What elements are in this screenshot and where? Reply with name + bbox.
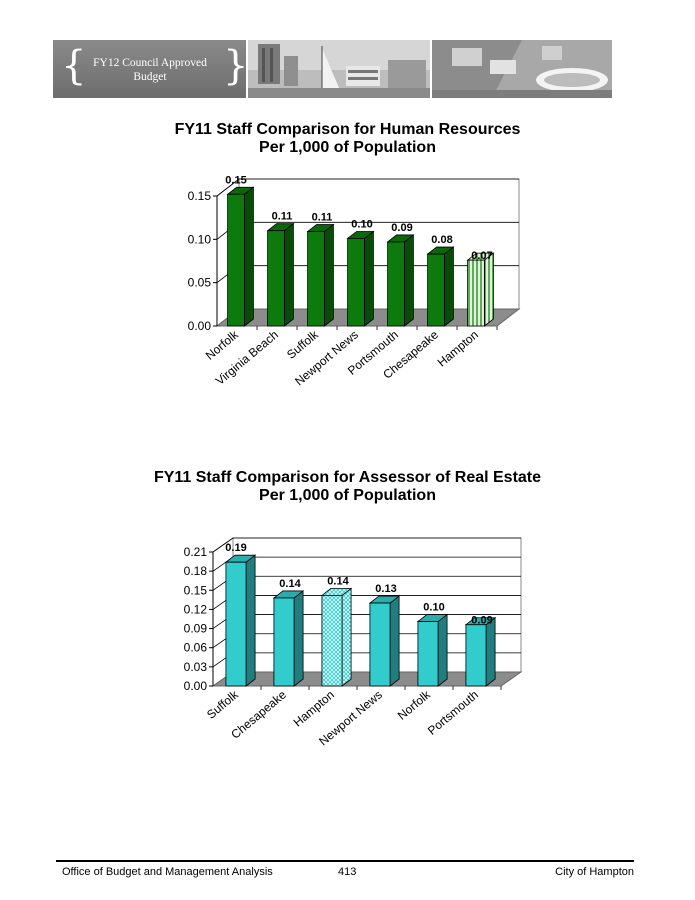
brace-right: }: [223, 43, 249, 89]
assessor-category-label: Norfolk: [395, 687, 434, 723]
footer-rule: [56, 860, 634, 862]
hr-value-label: 0.09: [391, 222, 412, 234]
hr-value-label: 0.15: [225, 174, 246, 186]
hr-value-label: 0.08: [431, 234, 452, 246]
hr-chart-title-line2: Per 1,000 of Population: [259, 139, 436, 156]
assessor-value-label: 0.14: [327, 575, 349, 587]
hr-ytick-label: 0.00: [188, 319, 212, 333]
assessor-value-label: 0.14: [279, 578, 301, 590]
assessor-value-label: 0.10: [423, 602, 444, 614]
hr-value-label: 0.10: [351, 218, 372, 230]
assessor-value-label: 0.19: [225, 542, 246, 554]
hr-bar-portsmouth: [386, 234, 415, 327]
hr-bar-chart: 0.150.100.050.000.15Norfolk0.11Virginia …: [188, 174, 521, 388]
assessor-chart-title: FY11 Staff Comparison for Assessor of Re…: [0, 469, 695, 505]
hr-chart-title-line1: FY11 Staff Comparison for Human Resource…: [174, 121, 521, 138]
hr-bar-chesapeake: [426, 246, 455, 327]
footer-city: City of Hampton: [555, 866, 634, 878]
hr-ytick-label: 0.10: [188, 232, 212, 246]
assessor-bar-suffolk: [224, 554, 257, 687]
budget-title-box: { FY12 Council Approved Budget }: [53, 40, 249, 98]
assessor-ytick-label: 0.06: [184, 641, 208, 655]
assessor-value-label: 0.09: [471, 615, 492, 627]
hr-value-label: 0.11: [312, 212, 333, 224]
hr-bar-hampton: [466, 252, 495, 327]
hr-ytick-label: 0.15: [188, 189, 212, 203]
assessor-bar-chesapeake: [272, 590, 305, 687]
assessor-chart-title-line1: FY11 Staff Comparison for Assessor of Re…: [153, 469, 542, 486]
assessor-ytick-label: 0.15: [184, 583, 208, 597]
assessor-bar-chart: 0.21 0.18 0.15 0.12 0.09 0.06 0.03 0.00 0.19 Suff…: [184, 537, 523, 748]
assessor-category-label: Portsmouth: [425, 688, 481, 738]
assessor-bar-portsmouth: [464, 616, 497, 687]
hr-ytick-label: 0.05: [188, 276, 212, 290]
budget-title-line2: Budget: [133, 71, 167, 83]
footer-page-number: 413: [338, 866, 357, 878]
hr-category-label: Hampton: [435, 328, 481, 370]
hr-value-label: 0.11: [272, 211, 293, 223]
harbor-photo: [248, 40, 430, 98]
hr-bar-norfolk: [226, 186, 255, 327]
assessor-category-label: Hampton: [291, 688, 337, 730]
assessor-bar-norfolk: [416, 613, 449, 687]
brace-left: {: [61, 43, 87, 89]
hr-chart-title: FY11 Staff Comparison for Human Resource…: [0, 121, 695, 157]
budget-title-line1: FY12 Council Approved: [93, 57, 207, 69]
aerial-photo: [432, 40, 612, 98]
assessor-value-label: 0.13: [375, 583, 396, 595]
hr-bar-newport-news: [346, 230, 375, 327]
footer-office: Office of Budget and Management Analysis: [62, 866, 273, 878]
hr-bar-suffolk: [306, 223, 335, 327]
hr-value-label: 0.07: [471, 250, 492, 262]
assessor-ytick-label: 0.21: [184, 545, 208, 559]
assessor-ytick-label: 0.12: [184, 602, 208, 616]
assessor-chart-title-line2: Per 1,000 of Population: [259, 487, 436, 504]
hr-gridline: [216, 178, 519, 197]
assessor-ytick-label: 0.09: [184, 622, 208, 636]
assessor-bar-newport-news: [368, 595, 401, 687]
assessor-gridline: [212, 537, 521, 553]
assessor-bar-hampton: [320, 587, 353, 687]
assessor-category-label: Suffolk: [204, 687, 242, 722]
assessor-ytick-label: 0.18: [184, 564, 208, 578]
hr-bar-virginia-beach: [266, 222, 295, 327]
header-banner: { FY12 Council Approved Budget }: [53, 40, 612, 98]
assessor-ytick-label: 0.00: [184, 679, 208, 693]
budget-title: FY12 Council Approved Budget: [77, 56, 223, 84]
assessor-ytick-label: 0.03: [184, 660, 208, 674]
